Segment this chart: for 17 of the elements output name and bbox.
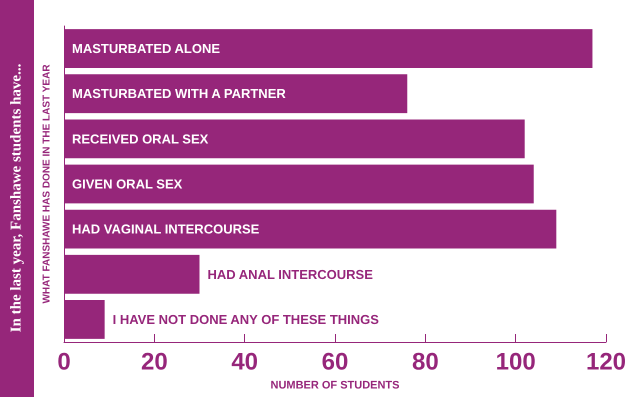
- y-tick-label: GIVEN ORAL SEX: [72, 176, 183, 192]
- x-tick-label: 40: [231, 348, 258, 376]
- y-tick-label: I HAVE NOT DONE ANY OF THESE THINGS: [112, 312, 380, 327]
- x-tick-label: 0: [57, 348, 71, 376]
- y-tick-label: MASTURBATED WITH A PARTNER: [72, 86, 286, 102]
- x-tick-label: 100: [496, 348, 536, 376]
- y-axis-title: WHAT FANSHAWE HAS DONE IN THE LAST YEAR: [42, 64, 52, 304]
- y-tick-label: MASTURBATED ALONE: [72, 41, 220, 56]
- y-tick-label: HAD ANAL INTERCOURSE: [208, 266, 374, 282]
- x-axis-title: NUMBER OF STUDENTS: [270, 380, 400, 392]
- x-tick-label: 80: [412, 348, 439, 376]
- text: In the last year, Fanshawe students have...: [8, 64, 26, 332]
- x-tick-label: 60: [322, 348, 348, 376]
- y-tick-label: RECEIVED ORAL SEX: [72, 131, 209, 146]
- x-tick-label: 120: [586, 348, 626, 376]
- x-tick-label: 20: [140, 348, 168, 376]
- y-tick-label: HAD VAGINAL INTERCOURSE: [72, 222, 260, 237]
